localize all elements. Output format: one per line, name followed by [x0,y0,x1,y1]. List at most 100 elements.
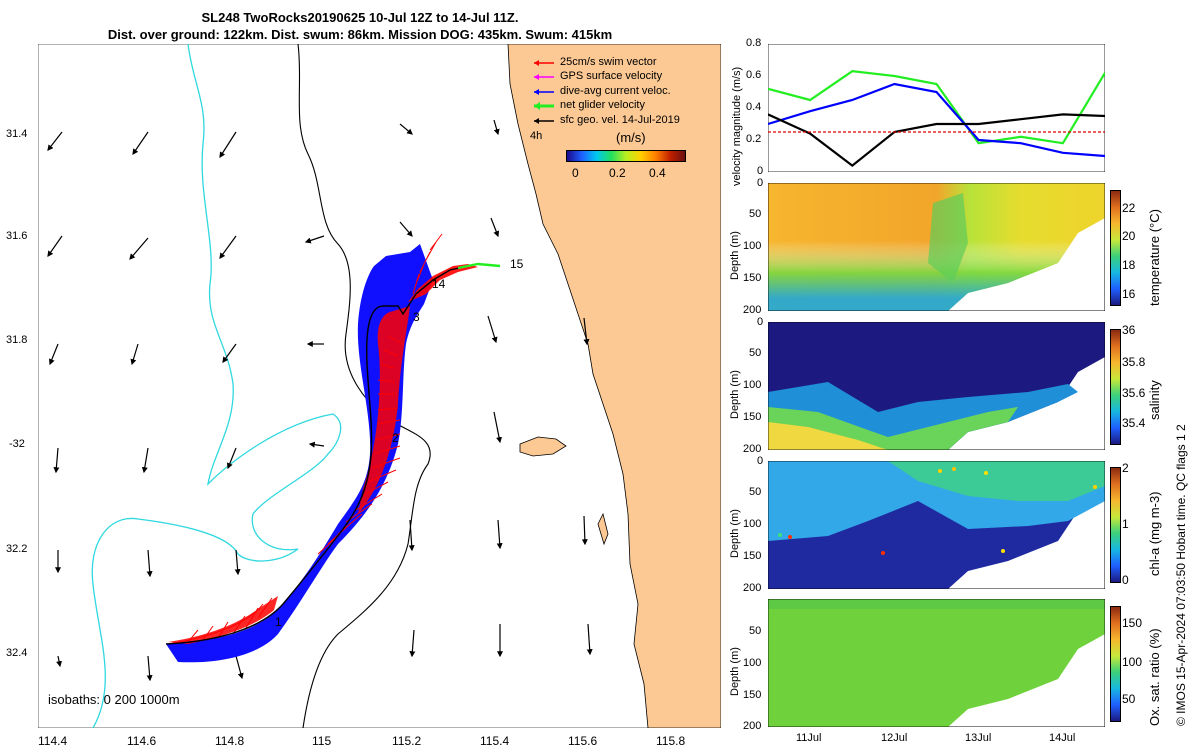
chl-ytick-100: 100 [743,518,762,530]
time-tick-14jul: 14Jul [1049,732,1076,744]
velocity-plot [768,44,1105,172]
speed-colorbar [566,150,686,162]
colorbar-title: (m/s) [616,130,646,145]
sal-cb-35.6: 35.6 [1122,386,1146,400]
day-marker-2: 2 [392,431,399,445]
chl-ytick-50: 50 [749,486,762,498]
ox-colorbar-label: Ox. sat. ratio (%) [1147,628,1162,726]
temp-depth-label: Depth (m) [729,231,741,280]
vel-ytick-0.4: 0.4 [746,101,762,113]
legend-dive-avg: dive-avg current veloc. [560,85,671,97]
vel-ytick-0.6: 0.6 [746,69,762,81]
sal-cb-36: 36 [1122,323,1136,337]
chl-colorbar [1110,467,1121,583]
day-marker-3: 3 [413,310,420,324]
velocity-ylabel: velocity magnitude (m/s) [731,66,743,186]
temp-ytick-0: 0 [757,177,764,189]
temp-ytick-100: 100 [743,240,762,252]
temperature-section [768,183,1105,311]
lon-tick-114.6: 114.6 [127,734,157,748]
velocity-series-0 [768,70,1105,145]
temp-cb-18: 18 [1122,258,1136,272]
sal-ytick-0: 0 [757,316,764,328]
ox-ytick-150: 150 [743,689,762,701]
temp-cb-22: 22 [1122,201,1136,215]
colorbar-tick-0: 0 [572,166,579,180]
chla-section [768,461,1105,589]
chl-ytick-150: 150 [743,550,762,562]
vel-ytick-0.8: 0.8 [746,37,762,49]
colorbar-tick-0.4: 0.4 [649,166,666,180]
legend-net-velocity: net glider velocity [560,99,645,111]
temp-ytick-200: 200 [743,304,762,316]
chl-depth-label: Depth (m) [729,509,741,558]
ox-cb-150: 150 [1122,616,1143,630]
legend-swim-vector: 25cm/s swim vector [560,56,657,68]
credit-text: © IMOS 15-Apr-2024 07:03:50 Hobart time.… [1174,424,1188,726]
chl-cb-0: 0 [1122,573,1129,587]
ox-depth-label: Depth (m) [729,647,741,696]
chl-colorbar-label: chl-a (mg m-3) [1147,491,1162,576]
vel-ytick-0: 0 [757,165,764,177]
legend-gps-surface: GPS surface velocity [560,70,663,82]
ox-cb-100: 100 [1122,655,1143,669]
chl-cb-1: 1 [1122,517,1129,531]
sal-depth-label: Depth (m) [729,370,741,419]
lon-tick-115.4: 115.4 [480,734,510,748]
glider-track [165,265,469,645]
colorbar-tick-0.2: 0.2 [609,166,626,180]
velocity-series-2 [768,113,1105,167]
time-step-label: 4h [530,130,543,142]
sal-ytick-50: 50 [749,347,762,359]
lon-tick-115.2: 115.2 [392,734,422,748]
legend: 25cm/s swim vector GPS surface velocity … [520,54,700,164]
ox-cb-50: 50 [1122,692,1136,706]
sal-colorbar-label: salinity [1147,380,1162,420]
isobaths-label: isobaths: 0 200 1000m [48,692,180,707]
chl-cb-2: 2 [1122,461,1129,475]
sal-colorbar [1110,329,1121,445]
temp-cb-16: 16 [1122,287,1136,301]
chl-ytick-0: 0 [757,455,764,467]
net-velocity-segment [457,262,501,270]
land-area [507,44,721,728]
day-marker-15: 15 [510,257,524,271]
temp-cb-20: 20 [1122,229,1136,243]
time-tick-12jul: 12Jul [881,732,908,744]
temp-ytick-150: 150 [743,272,762,284]
sal-cb-35.4: 35.4 [1122,416,1146,430]
ox-ytick-100: 100 [743,657,762,669]
temp-ytick-50: 50 [749,208,762,220]
lon-tick-115.6: 115.6 [568,734,598,748]
sal-ytick-100: 100 [743,379,762,391]
island [519,436,567,457]
velocity-series-1 [768,82,1105,158]
temp-colorbar [1110,190,1121,306]
lat-tick-32.4: 32.4 [6,647,28,659]
oxygen-section [768,599,1105,727]
isobath-1000m [91,44,342,728]
lon-tick-114.8: 114.8 [215,734,245,748]
lat-tick-31.4: 31.4 [6,128,28,140]
lon-tick-114.4: 114.4 [38,734,68,748]
sal-ytick-150: 150 [743,411,762,423]
lat-tick-32.2: 32.2 [6,543,28,555]
lon-tick-115.8: 115.8 [656,734,686,748]
lat-tick-32: -32 [9,438,25,450]
figure-title-line2: Dist. over ground: 122km. Dist. swum: 86… [107,27,613,42]
ox-colorbar [1110,606,1121,722]
ox-ytick-50: 50 [749,625,762,637]
legend-sfc-geo: sfc geo. vel. 14-Jul-2019 [560,114,680,126]
chl-ytick-200: 200 [743,582,762,594]
day-marker-14: 14 [432,277,446,291]
temp-colorbar-label: temperature (°C) [1147,209,1162,306]
geo-velocity-vectors [47,119,593,682]
day-marker-1: 1 [275,615,282,629]
lat-tick-31.8: 31.8 [6,334,28,346]
time-tick-11jul: 11Jul [796,732,822,744]
ox-ytick-200: 200 [743,720,762,732]
figure-title-line1: SL248 TwoRocks20190625 10-Jul 12Z to 14-… [201,10,519,25]
salinity-section [768,322,1105,450]
lon-tick-115: 115 [312,734,332,748]
vel-ytick-0.2: 0.2 [746,133,762,145]
